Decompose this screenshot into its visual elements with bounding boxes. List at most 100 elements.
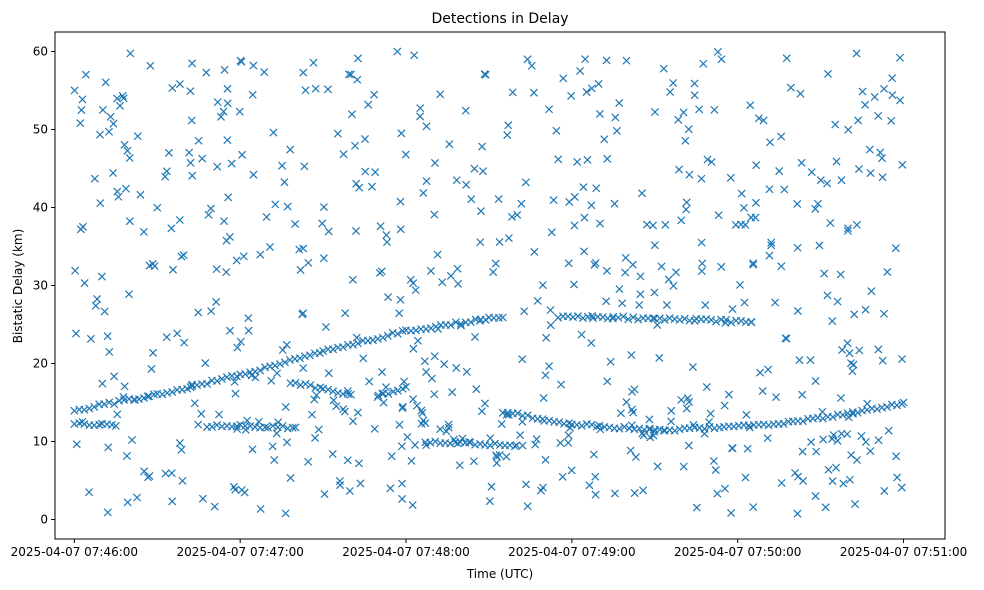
- detection-point: [893, 473, 902, 482]
- detection-point: [642, 220, 652, 229]
- detection-point: [629, 313, 638, 322]
- detection-point: [433, 250, 442, 259]
- detection-point: [541, 371, 550, 380]
- detection-point: [513, 409, 522, 418]
- chart-title: Detections in Delay: [431, 11, 568, 27]
- detection-point: [626, 446, 635, 455]
- detection-point: [728, 444, 737, 453]
- detection-point: [351, 227, 360, 236]
- detection-point: [422, 177, 431, 186]
- detection-point: [280, 178, 289, 187]
- detection-point: [162, 333, 171, 342]
- detection-point: [522, 480, 531, 489]
- x-tick-label: 2025-04-07 07:47:00: [176, 545, 303, 559]
- detection-point: [545, 416, 554, 425]
- detection-point: [895, 53, 905, 62]
- detection-point: [286, 473, 295, 482]
- detection-point: [722, 315, 731, 324]
- detection-point: [78, 417, 87, 426]
- detection-point: [319, 254, 328, 263]
- detection-point: [610, 489, 619, 498]
- detection-point: [833, 297, 842, 306]
- detection-point: [299, 364, 308, 373]
- detection-point: [780, 185, 789, 194]
- detection-point: [146, 61, 155, 70]
- detection-point: [547, 228, 556, 237]
- detection-point: [78, 95, 87, 104]
- detection-point: [296, 381, 305, 390]
- detection-point: [407, 456, 416, 465]
- detection-point: [892, 401, 901, 410]
- detection-point: [477, 407, 486, 416]
- detection-point: [367, 182, 376, 191]
- detection-point: [114, 192, 123, 201]
- detection-point: [109, 168, 118, 177]
- detection-point: [329, 396, 338, 405]
- detection-point: [806, 356, 815, 365]
- detection-point: [772, 393, 781, 402]
- detection-point: [850, 310, 859, 319]
- detection-point: [518, 417, 527, 426]
- x-tick-label: 2025-04-07 07:46:00: [11, 545, 138, 559]
- detection-point: [765, 185, 774, 194]
- detection-point: [206, 204, 215, 213]
- detection-point: [858, 87, 867, 96]
- detection-point: [837, 429, 846, 438]
- detection-point: [646, 433, 655, 442]
- detection-point: [70, 86, 79, 95]
- detection-point: [503, 131, 512, 140]
- detection-point: [618, 299, 627, 308]
- detection-point: [782, 54, 791, 63]
- detection-point: [568, 313, 577, 322]
- detection-point: [409, 344, 418, 353]
- detection-point: [139, 227, 148, 236]
- detection-point: [545, 362, 554, 371]
- detection-point: [897, 483, 906, 492]
- detection-point: [739, 203, 748, 212]
- detection-point: [398, 326, 407, 335]
- detection-point: [888, 91, 897, 100]
- detection-point: [202, 379, 212, 388]
- detection-point: [707, 158, 716, 167]
- detection-point: [557, 380, 566, 389]
- detection-point: [699, 59, 708, 68]
- detection-point: [312, 391, 321, 400]
- detection-point: [453, 264, 462, 273]
- detection-point: [434, 324, 443, 333]
- detection-point: [559, 74, 568, 83]
- detection-point: [646, 424, 655, 433]
- y-tick-label: 40: [33, 201, 48, 215]
- detection-point: [576, 66, 585, 75]
- detection-point: [717, 262, 726, 271]
- detection-point: [430, 352, 439, 361]
- detection-point: [470, 164, 479, 173]
- detection-point: [382, 238, 392, 247]
- detection-point: [570, 221, 579, 230]
- detection-point: [328, 449, 337, 459]
- detection-point: [765, 251, 774, 260]
- detection-point: [828, 317, 837, 326]
- detection-point: [119, 94, 128, 103]
- detection-point: [529, 88, 538, 97]
- detection-point: [874, 436, 883, 445]
- detection-point: [416, 104, 425, 113]
- detection-point: [498, 313, 507, 322]
- detection-point: [578, 314, 587, 323]
- detection-point: [212, 297, 221, 306]
- detection-point: [168, 387, 177, 396]
- detection-point: [595, 109, 604, 118]
- detection-point: [572, 420, 581, 429]
- detection-point: [249, 61, 258, 70]
- detection-point: [611, 113, 620, 122]
- detection-point: [198, 154, 207, 163]
- detection-point: [80, 279, 89, 288]
- detection-point: [251, 373, 260, 382]
- detection-point: [653, 320, 662, 329]
- detection-point: [480, 399, 490, 408]
- detection-point: [741, 473, 750, 482]
- detection-point: [621, 268, 630, 277]
- detection-point: [282, 340, 291, 349]
- detection-point: [793, 306, 802, 316]
- detection-point: [426, 266, 435, 275]
- detection-point: [304, 258, 313, 267]
